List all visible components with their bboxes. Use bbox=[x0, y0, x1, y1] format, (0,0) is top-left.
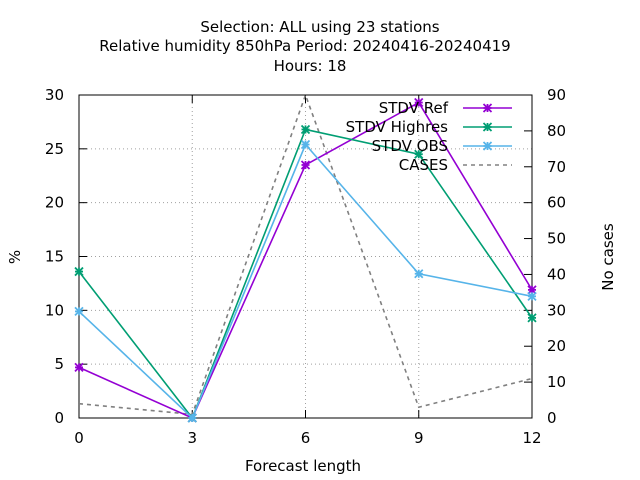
data-point-stdv-obs bbox=[414, 269, 424, 279]
y2-tick-label: 80 bbox=[547, 122, 566, 140]
series-line-stdv-obs bbox=[78, 143, 533, 420]
data-point-stdv-highres bbox=[74, 266, 84, 277]
chart-title-line-3: Hours: 18 bbox=[274, 57, 347, 75]
data-point-stdv-ref bbox=[74, 362, 84, 373]
data-point-stdv-obs bbox=[300, 139, 311, 150]
x-tick-label: 12 bbox=[522, 429, 541, 447]
y2-axis-label: No cases bbox=[599, 223, 617, 291]
legend-label-cases: CASES bbox=[399, 156, 448, 174]
data-point-stdv-obs bbox=[527, 291, 537, 301]
chart-title-line-1: Selection: ALL using 23 stations bbox=[200, 18, 439, 36]
x-tick-label: 9 bbox=[414, 429, 424, 447]
legend-label-stdv-highres: STDV Highres bbox=[346, 118, 449, 136]
y2-tick-label: 70 bbox=[547, 158, 566, 176]
x-tick-label: 6 bbox=[301, 429, 311, 447]
series-layer bbox=[74, 92, 537, 423]
data-point-stdv-obs bbox=[74, 306, 84, 317]
series-line-cases bbox=[78, 92, 533, 416]
y2-tick-label: 60 bbox=[547, 194, 566, 212]
y-tick-label: 30 bbox=[45, 86, 64, 104]
data-point-stdv-highres bbox=[414, 149, 424, 159]
y-tick-label: 5 bbox=[54, 355, 64, 373]
data-point-stdv-ref bbox=[414, 97, 424, 108]
y2-tick-label: 0 bbox=[547, 409, 557, 427]
x-tick-label: 3 bbox=[187, 429, 197, 447]
data-point-stdv-highres bbox=[527, 313, 537, 323]
chart-title-line-2: Relative humidity 850hPa Period: 2024041… bbox=[99, 37, 510, 55]
y-tick-label: 0 bbox=[54, 409, 64, 427]
axis-ticks: 0 3 6 9 12 0 5 10 15 20 25 30 0 10 20 30 40 50 60 70 80 90 bbox=[45, 86, 566, 447]
data-point-stdv-ref bbox=[300, 160, 311, 170]
y-tick-label: 10 bbox=[45, 301, 64, 319]
y-tick-label: 25 bbox=[45, 140, 64, 158]
y-axis-label: % bbox=[6, 250, 24, 264]
series-line-stdv-ref bbox=[78, 101, 533, 420]
legend-marker-stdv-highres bbox=[482, 122, 493, 132]
data-point-stdv-highres bbox=[300, 124, 311, 135]
y2-tick-label: 20 bbox=[547, 337, 566, 355]
y-tick-label: 15 bbox=[45, 248, 64, 266]
y-tick-label: 20 bbox=[45, 194, 64, 212]
y2-tick-label: 50 bbox=[547, 230, 566, 248]
legend-marker-stdv-ref bbox=[482, 103, 493, 113]
legend-label-stdv-ref: STDV Ref bbox=[379, 99, 449, 117]
y2-tick-label: 40 bbox=[547, 265, 566, 283]
legend-label-stdv-obs: STDV OBS bbox=[372, 137, 448, 155]
data-point-stdv-obs bbox=[187, 413, 197, 423]
x-tick-label: 0 bbox=[74, 429, 84, 447]
y2-tick-label: 90 bbox=[547, 86, 566, 104]
y2-tick-label: 10 bbox=[547, 373, 566, 391]
legend-marker-stdv-obs bbox=[482, 141, 493, 151]
x-axis-label: Forecast length bbox=[245, 457, 361, 475]
y2-tick-label: 30 bbox=[547, 301, 566, 319]
